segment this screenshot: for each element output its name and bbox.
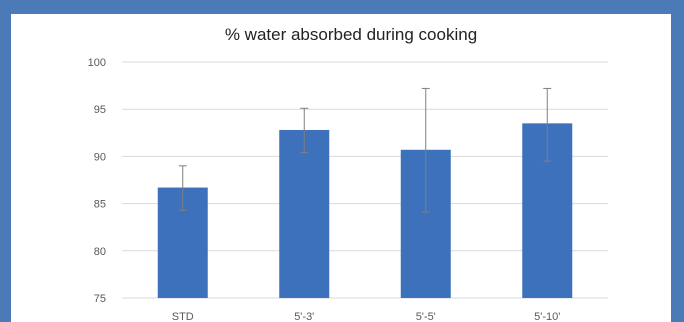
x-category-label: STD bbox=[172, 311, 194, 322]
y-axis-ticks: 75 80 85 90 95 100 bbox=[88, 57, 106, 305]
x-axis-labels: STD 5'-3' 5'-5' 5'-10' bbox=[172, 311, 561, 322]
x-category-label: 5'-3' bbox=[294, 311, 314, 322]
bar bbox=[279, 129, 330, 298]
bar-chart: % water absorbed during cooking 75 80 85 90… bbox=[88, 25, 608, 322]
y-tick-label: 80 bbox=[94, 246, 106, 258]
chart-area: % water absorbed during cooking 75 80 85 90… bbox=[11, 14, 671, 322]
y-tick-label: 75 bbox=[94, 293, 106, 305]
y-tick-label: 100 bbox=[88, 57, 106, 69]
x-category-label: 5'-5' bbox=[416, 311, 436, 322]
y-tick-label: 90 bbox=[94, 151, 106, 163]
error-bars bbox=[178, 87, 552, 213]
bars bbox=[157, 123, 573, 298]
y-tick-label: 95 bbox=[94, 104, 106, 116]
x-category-label: 5'-10' bbox=[534, 311, 560, 322]
y-tick-label: 85 bbox=[94, 199, 106, 211]
chart-title: % water absorbed during cooking bbox=[225, 25, 477, 44]
